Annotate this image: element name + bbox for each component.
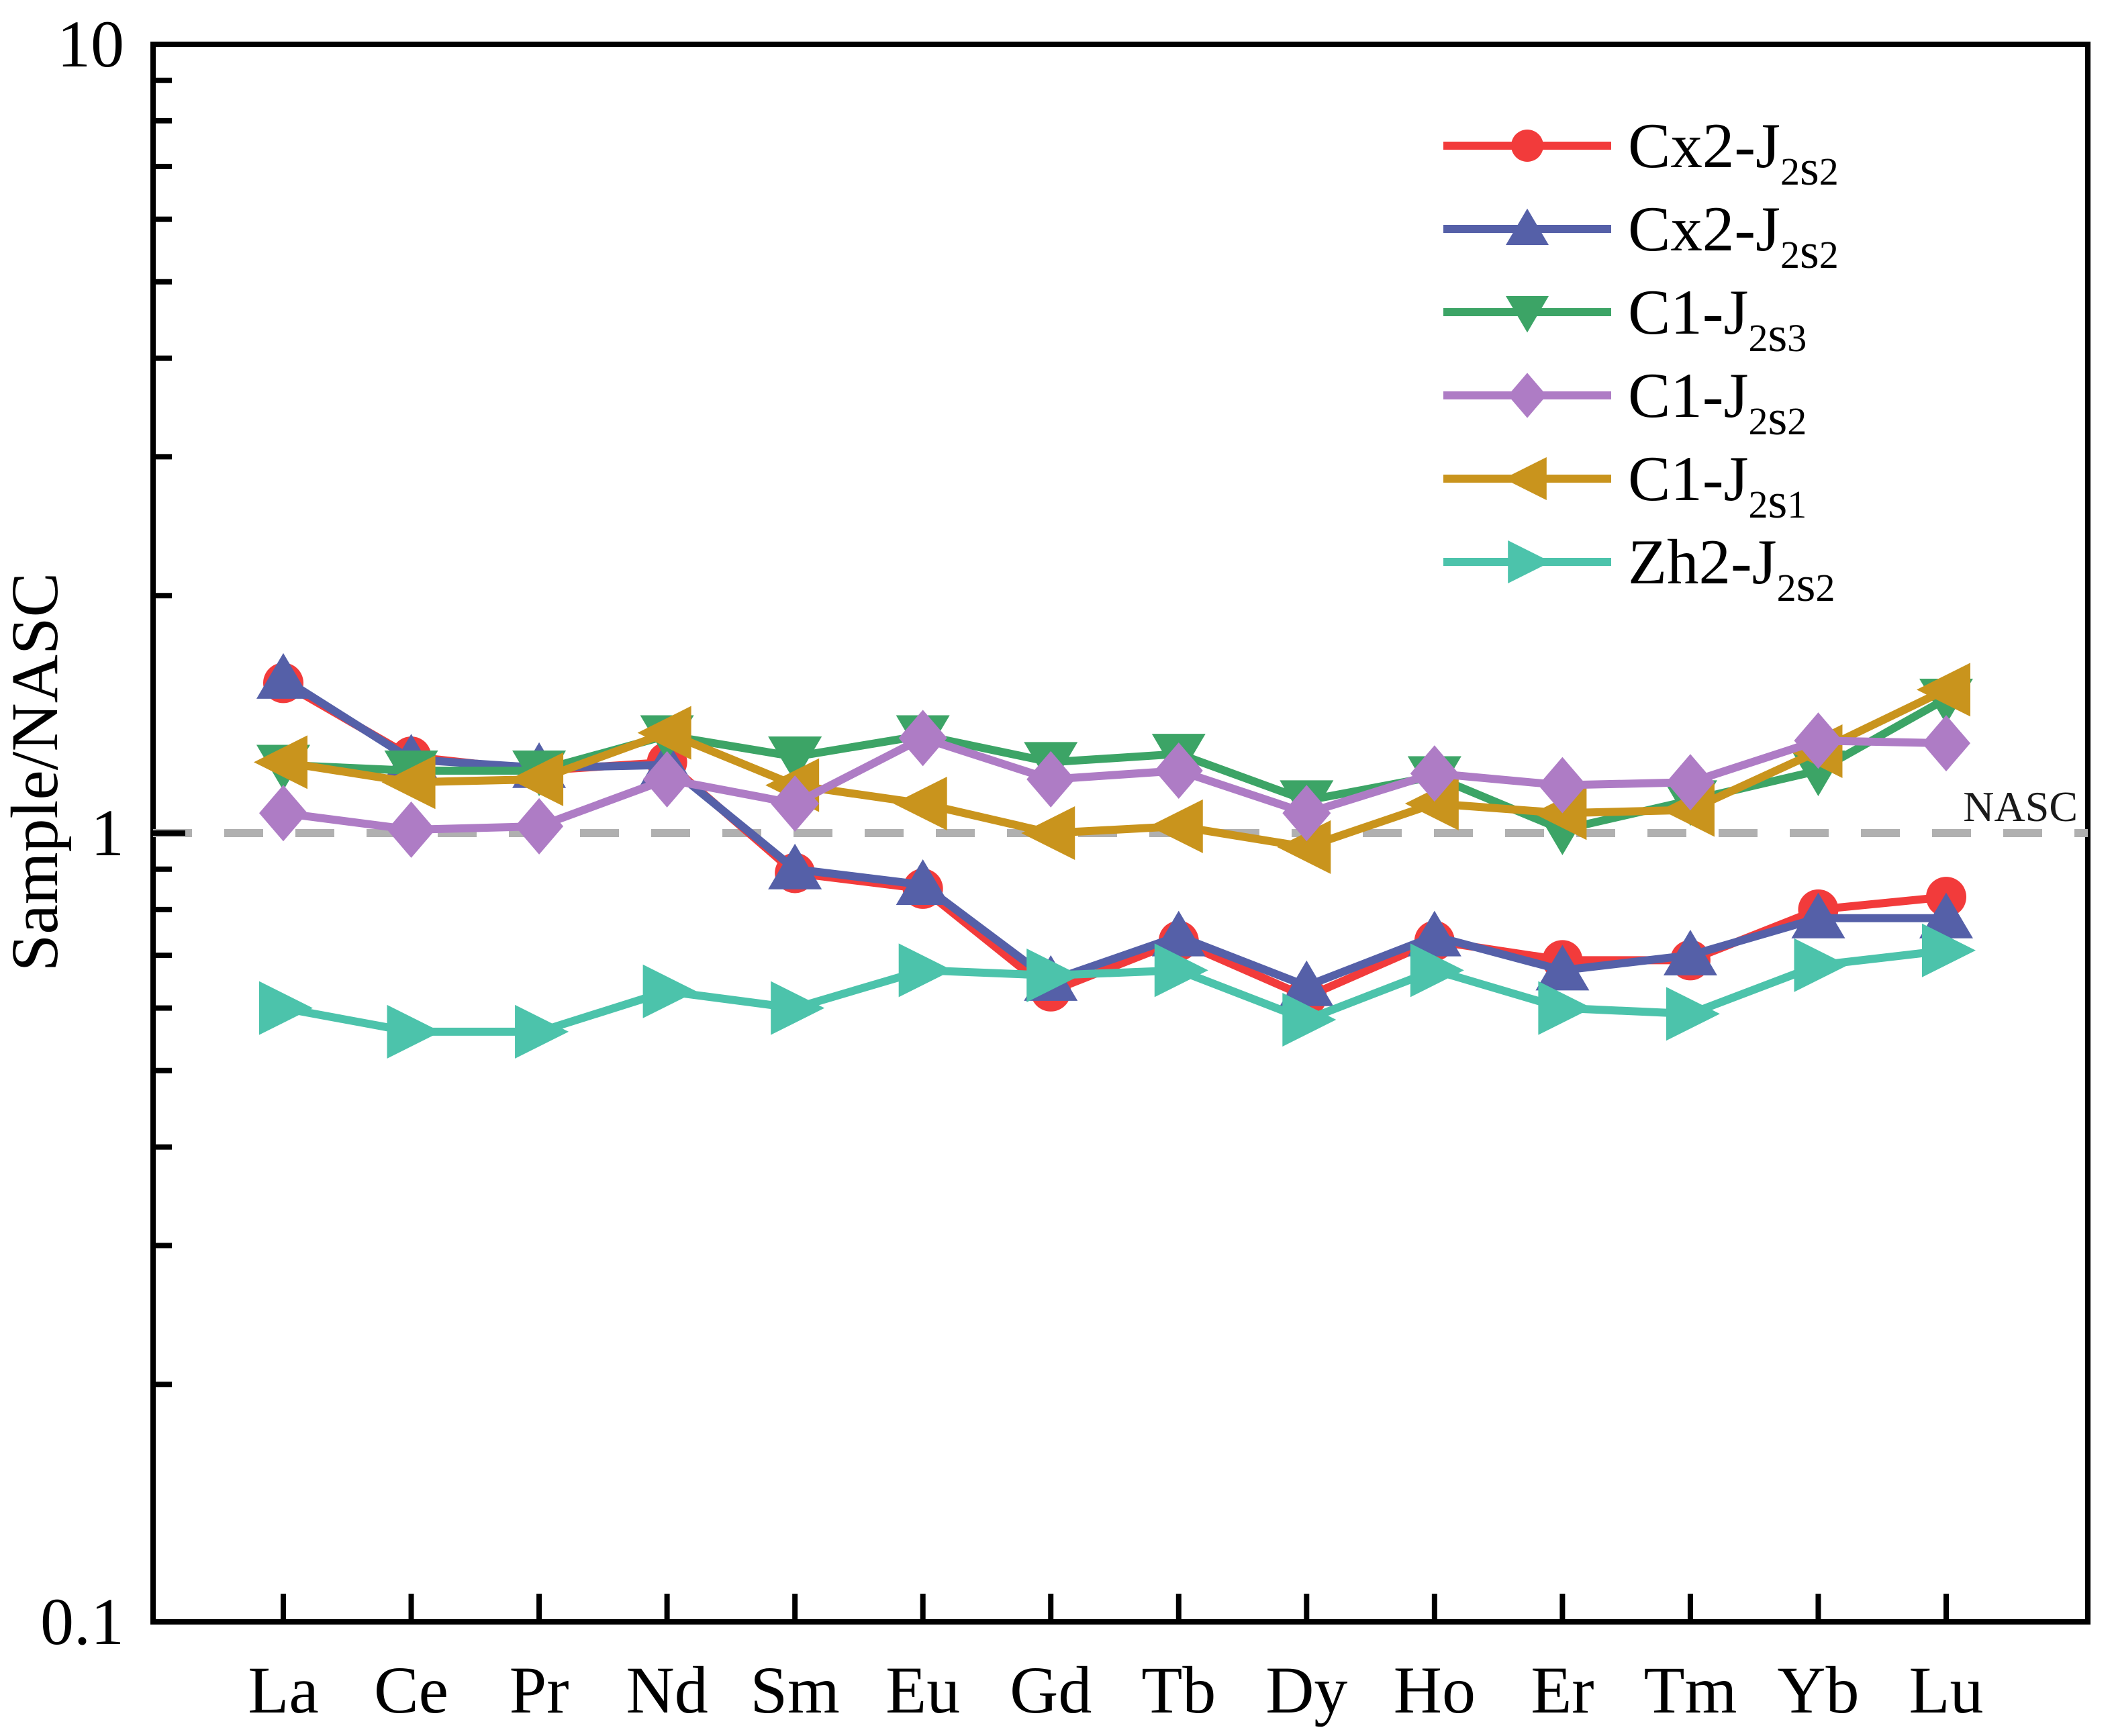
legend-label: Zh2-J2s2 — [1628, 526, 1835, 612]
y-tick-label: 0.1 — [40, 1584, 124, 1659]
series-Zh2-J2s2 — [259, 923, 1976, 1059]
y-axis-title: Sample/NASC — [0, 573, 72, 971]
circle-marker-icon — [1511, 130, 1543, 162]
diamond-marker-icon — [898, 710, 947, 767]
triangle-right-marker-icon — [515, 1004, 569, 1059]
x-tick-label: Tb — [1141, 1653, 1216, 1727]
triangle-right-marker-icon — [642, 964, 697, 1018]
x-tick-label: Er — [1531, 1653, 1594, 1727]
diamond-marker-icon — [259, 785, 307, 842]
triangle-up-marker-icon — [1151, 910, 1206, 957]
series-Cx2-J2s2 — [263, 663, 1966, 1017]
triangle-right-marker-icon — [898, 943, 953, 998]
legend-item-Zh2-J2s2: Zh2-J2s2 — [1443, 526, 1835, 612]
x-tick-label: Ce — [374, 1653, 448, 1727]
x-tick-label: Yb — [1777, 1653, 1859, 1727]
diamond-marker-icon — [1154, 742, 1203, 799]
y-tick-label: 10 — [57, 7, 124, 81]
diamond-marker-icon — [1410, 745, 1459, 802]
diamond-marker-icon — [1282, 785, 1331, 842]
legend-label: C1-J2s3 — [1628, 277, 1807, 363]
x-tick-label: Dy — [1265, 1653, 1347, 1727]
triangle-right-marker-icon — [259, 981, 313, 1035]
diamond-marker-icon — [1538, 757, 1587, 814]
triangle-up-marker-icon — [1506, 208, 1549, 245]
x-tick-label: Tm — [1643, 1653, 1737, 1727]
legend-item-C1-J2s1: C1-J2s1 — [1443, 443, 1807, 529]
legend-label: Cx2-J2s2 — [1628, 110, 1839, 196]
triangle-up-marker-icon — [1280, 960, 1334, 1006]
triangle-left-marker-icon — [637, 706, 691, 760]
diamond-marker-icon — [387, 801, 436, 858]
x-tick-label: Eu — [885, 1653, 960, 1727]
triangle-up-marker-icon — [1407, 910, 1461, 957]
axis-ticks-layer: 10 1 0.1 La Ce Pr Nd Sm Eu Gd Tb Dy Ho Er Tm Yb Lu — [40, 7, 1984, 1727]
triangle-up-marker-icon — [1919, 892, 1973, 938]
nasc-reference-layer: NASC — [153, 783, 2088, 837]
legend-item-C1-J2s2: C1-J2s2 — [1443, 360, 1807, 446]
triangle-right-marker-icon — [1282, 992, 1337, 1047]
triangle-right-marker-icon — [1508, 540, 1551, 583]
x-tick-label: Ho — [1394, 1653, 1476, 1727]
triangle-down-marker-icon — [768, 736, 822, 783]
y-tick-label: 1 — [91, 795, 124, 870]
triangle-up-marker-icon — [1663, 930, 1717, 976]
x-tick-label: Gd — [1010, 1653, 1092, 1727]
diamond-marker-icon — [1508, 373, 1547, 418]
triangle-right-marker-icon — [387, 1004, 441, 1059]
triangle-left-marker-icon — [1917, 663, 1970, 717]
legend-item-Cx2-J2s2: Cx2-J2s2 — [1443, 110, 1839, 196]
triangle-right-marker-icon — [1154, 943, 1208, 998]
diamond-marker-icon — [642, 751, 691, 808]
triangle-left-marker-icon — [381, 755, 436, 810]
diamond-marker-icon — [771, 775, 820, 832]
triangle-left-marker-icon — [254, 735, 307, 789]
triangle-left-marker-icon — [510, 752, 564, 806]
triangle-up-marker-icon — [896, 859, 950, 905]
triangle-left-marker-icon — [1503, 457, 1547, 500]
legend-label: C1-J2s2 — [1628, 360, 1807, 446]
legend: Cx2-J2s2Cx2-J2s2C1-J2s3C1-J2s2C1-J2s1Zh2… — [1443, 110, 1839, 612]
triangle-up-marker-icon — [1535, 945, 1590, 991]
triangle-right-marker-icon — [1026, 949, 1081, 1003]
x-tick-label: Sm — [750, 1653, 839, 1727]
triangle-left-marker-icon — [1021, 806, 1075, 860]
nasc-label: NASC — [1963, 783, 2078, 830]
triangle-right-marker-icon — [1922, 923, 1976, 977]
triangle-right-marker-icon — [1794, 938, 1848, 992]
triangle-up-marker-icon — [1791, 892, 1845, 938]
triangle-left-marker-icon — [1404, 777, 1459, 831]
triangle-right-marker-icon — [1666, 987, 1720, 1041]
diamond-marker-icon — [1794, 712, 1843, 769]
diamond-marker-icon — [1922, 715, 1970, 772]
legend-label: Cx2-J2s2 — [1628, 193, 1839, 279]
diamond-marker-icon — [1026, 751, 1075, 808]
legend-item-C1-J2s3: C1-J2s3 — [1443, 277, 1807, 363]
x-tick-label: Nd — [626, 1653, 708, 1727]
triangle-left-marker-icon — [893, 777, 947, 831]
data-series-layer — [254, 653, 1976, 1059]
series-C1-J2s2 — [259, 710, 1970, 858]
x-tick-label: La — [248, 1653, 318, 1727]
triangle-up-marker-icon — [768, 843, 822, 889]
diamond-marker-icon — [515, 798, 564, 855]
axis-labels-layer: Sample/NASC — [0, 573, 72, 971]
triangle-right-marker-icon — [771, 981, 825, 1035]
triangle-up-marker-icon — [256, 653, 310, 699]
triangle-left-marker-icon — [1149, 799, 1203, 853]
triangle-right-marker-icon — [1410, 943, 1464, 998]
legend-label: C1-J2s1 — [1628, 443, 1807, 529]
x-tick-label: Pr — [510, 1653, 569, 1727]
x-tick-label: Lu — [1909, 1653, 1983, 1727]
triangle-down-marker-icon — [1506, 296, 1549, 333]
legend-item-Cx2-J2s2: Cx2-J2s2 — [1443, 193, 1839, 279]
triangle-right-marker-icon — [1538, 981, 1592, 1035]
diamond-marker-icon — [1666, 754, 1715, 811]
triangle-left-marker-icon — [1277, 820, 1331, 874]
